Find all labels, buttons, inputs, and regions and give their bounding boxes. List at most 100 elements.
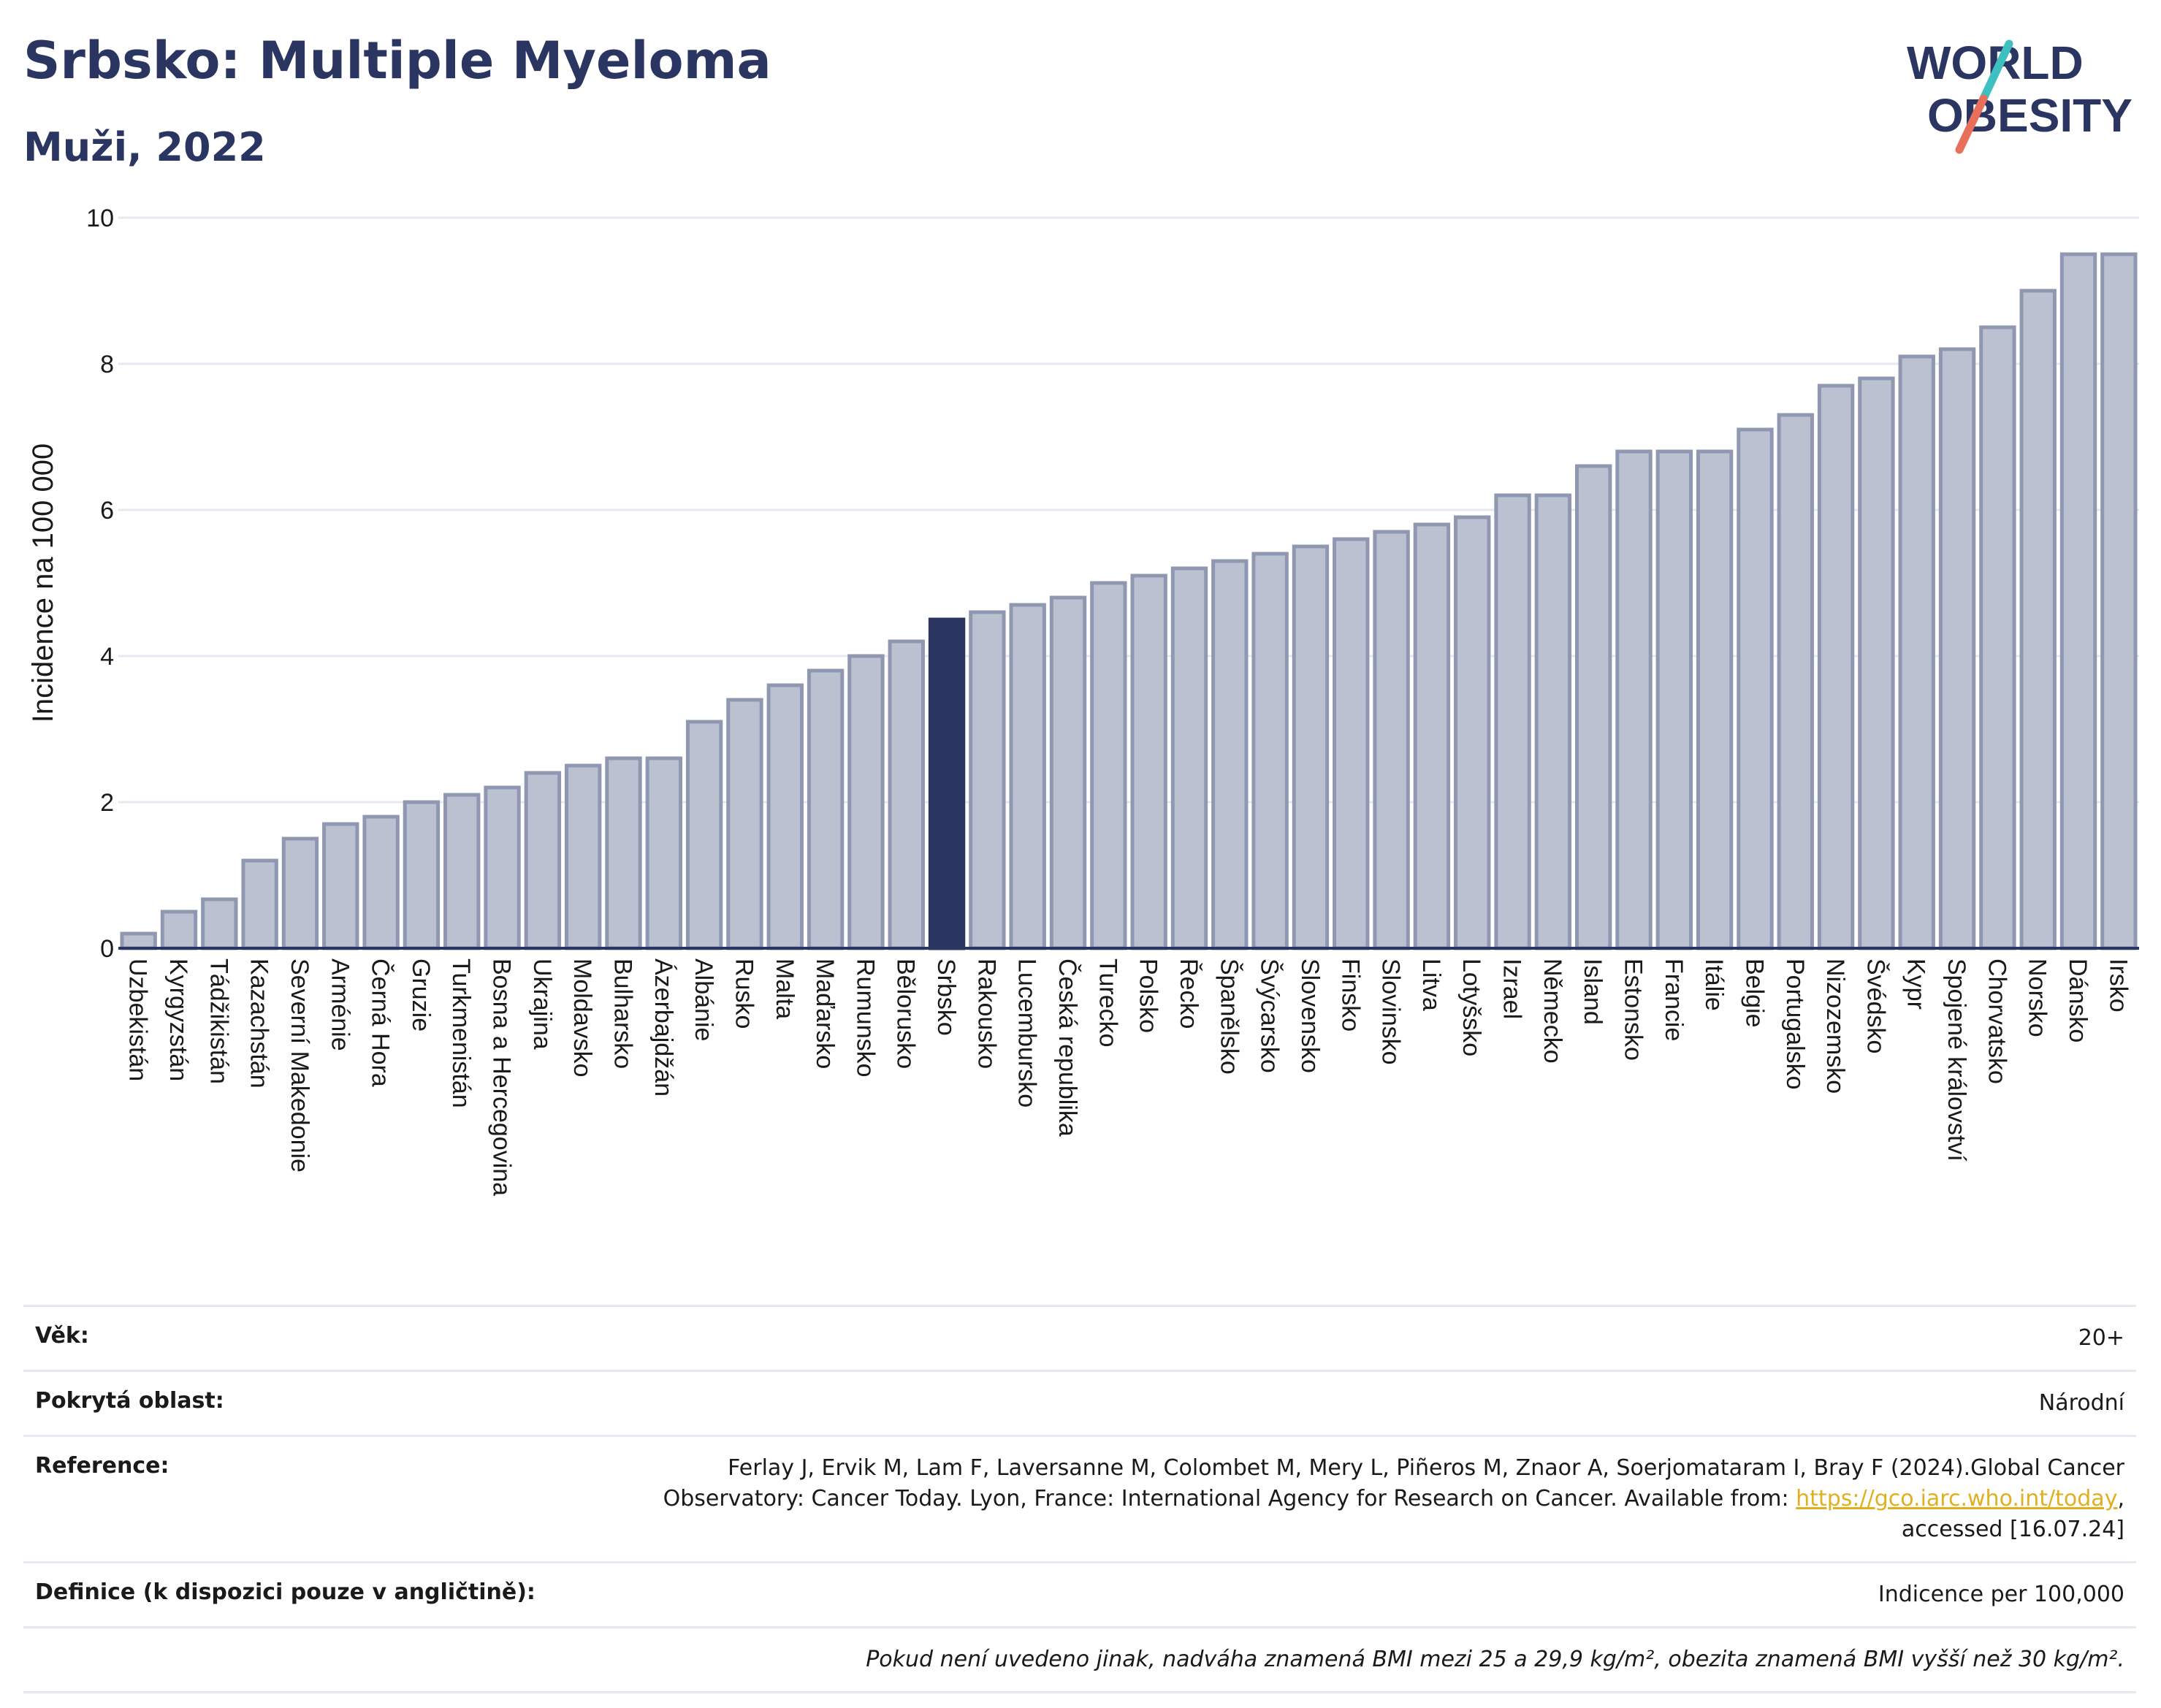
reference-text-2: , accessed [16.07.24] (1901, 1486, 2124, 1542)
definition-label: Definice (k dispozici pouze v angličtině… (23, 1561, 602, 1628)
x-tick-label: Estonsko (1620, 958, 1647, 1061)
info-row-age: Věk: 20+ (23, 1305, 2136, 1371)
x-tick-label: Rakousko (972, 958, 1000, 1069)
bar (403, 800, 441, 950)
y-tick-label: 6 (100, 497, 114, 525)
x-tick-label: Kazachstán (245, 958, 273, 1089)
bar (847, 654, 885, 950)
x-tick-label: Česká republika (1053, 958, 1081, 1137)
bar (1696, 449, 1734, 950)
x-tick-label: Slovinsko (1377, 958, 1405, 1065)
x-tick-label: Belgie (1740, 958, 1768, 1028)
y-tick-label: 2 (100, 789, 114, 817)
bar (645, 756, 683, 950)
bar (281, 836, 319, 950)
bar (201, 897, 238, 950)
x-tick-label: Černá Hora (367, 958, 395, 1087)
x-tick-label: Polsko (1135, 958, 1162, 1033)
x-tick-label: Španělsko (1215, 958, 1243, 1075)
bar (362, 815, 400, 950)
x-tick-label: Uzbekistán (124, 958, 152, 1081)
bar (1615, 449, 1653, 950)
x-tick-label: Island (1579, 958, 1607, 1025)
age-label: Věk: (23, 1305, 602, 1371)
reference-value: Ferlay J, Ervik M, Lam F, Laversanne M, … (602, 1435, 2136, 1563)
bar (2019, 289, 2057, 950)
bar (484, 785, 521, 950)
x-tick-label: Rumunsko (851, 958, 879, 1078)
reference-link[interactable]: https://gco.iarc.who.int/today (1796, 1486, 2118, 1511)
bar (322, 822, 359, 950)
bar (1534, 493, 1572, 950)
x-tick-label: Arménie (326, 958, 354, 1051)
x-tick-label: Gruzie (407, 958, 435, 1032)
page-subtitle: Muži, 2022 (23, 124, 266, 170)
bar (1777, 413, 1814, 950)
x-tick-label: Řecko (1175, 958, 1203, 1029)
bar (524, 771, 562, 950)
bar (1049, 595, 1087, 950)
info-row-area: Pokrytá oblast: Národní (23, 1370, 2136, 1436)
bar (726, 698, 763, 950)
x-tick-label: Ukrajina (528, 958, 556, 1050)
x-tick-label: Slovensko (1296, 958, 1324, 1073)
x-tick-label: Lotyšsko (1457, 958, 1485, 1056)
x-tick-label: Bosna a Hercegovina (488, 958, 516, 1196)
bar (1737, 427, 1774, 950)
bar (1009, 603, 1046, 950)
info-row-reference: Reference: Ferlay J, Ervik M, Lam F, Lav… (23, 1435, 2136, 1563)
bar (1494, 493, 1531, 950)
x-tick-label: Nizozemsko (1821, 958, 1849, 1094)
x-tick-label: Kypr (1902, 958, 1930, 1010)
logo-slash-teal (1979, 39, 2013, 103)
bar (1454, 515, 1491, 950)
x-tick-label: Francie (1660, 958, 1688, 1041)
bar (1938, 347, 1976, 950)
x-tick-label: Itálie (1700, 958, 1728, 1011)
x-tick-label: Irsko (2104, 958, 2132, 1013)
bar (1292, 544, 1330, 950)
page-title: Srbsko: Multiple Myeloma (23, 31, 771, 91)
bar (807, 668, 845, 950)
bar (1373, 530, 1410, 950)
info-row-note: Pokud není uvedeno jinak, nadváha znamen… (23, 1626, 2136, 1693)
world-obesity-logo: WORLD OBESITY (1907, 37, 2133, 154)
x-tick-label: Ázerbajdžán (649, 958, 677, 1097)
area-value: Národní (602, 1370, 2136, 1436)
bar-highlight (928, 617, 966, 950)
x-tick-label: Německo (1539, 958, 1566, 1064)
x-tick-label: Severní Makedonie (286, 958, 313, 1173)
y-axis-label: Incidence na 100 000 (27, 443, 59, 723)
x-tick-label: Maďarsko (811, 958, 839, 1069)
bar (766, 683, 804, 950)
bar (969, 610, 1006, 950)
bar (120, 931, 157, 950)
logo-slash-coral (1955, 94, 1988, 154)
x-tick-label: Švédsko (1861, 958, 1889, 1053)
x-tick-label: Srbsko (932, 958, 960, 1036)
x-tick-label: Portugalsko (1781, 958, 1809, 1090)
x-tick-label: Dánsko (2064, 958, 2092, 1042)
x-tick-label: Rusko (730, 958, 758, 1029)
x-tick-label: Tádžikistán (205, 958, 232, 1084)
bar (1979, 325, 2016, 950)
bar (1413, 522, 1451, 950)
logo-line-2: OBESITY (1927, 89, 2133, 142)
x-tick-label: Spojené království (1943, 958, 1970, 1162)
age-value: 20+ (602, 1305, 2136, 1371)
bar-chart: 0 2 4 6 8 10 Incidence na 100 000 Uzbekistán Kyr… (27, 205, 2139, 1196)
x-tick-label: Kyrgyzstán (164, 958, 192, 1081)
y-tick-label: 0 (100, 935, 114, 963)
definition-value: Indicence per 100,000 (602, 1561, 2136, 1628)
bar (1170, 566, 1208, 950)
x-tick-label: Litva (1417, 958, 1445, 1011)
bar (1574, 464, 1612, 950)
bar (888, 639, 925, 950)
bar (685, 720, 723, 950)
x-tick-label: Chorvatsko (1983, 958, 2011, 1084)
reference-label: Reference: (23, 1435, 602, 1563)
info-table: Věk: 20+ Pokrytá oblast: Národní Referen… (23, 1305, 2136, 1693)
x-tick-label: Bělorusko (892, 958, 920, 1069)
info-row-definition: Definice (k dispozici pouze v angličtině… (23, 1561, 2136, 1628)
bar (1090, 581, 1127, 950)
